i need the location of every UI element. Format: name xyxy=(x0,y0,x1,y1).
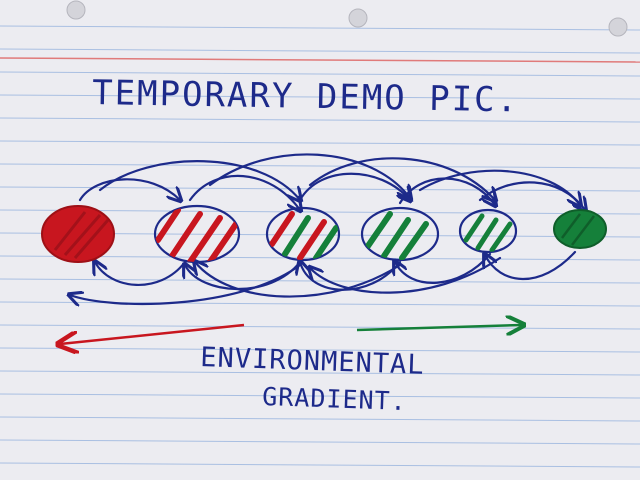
rule-line xyxy=(0,324,640,330)
node-green-hatch-light xyxy=(458,208,518,254)
binder-hole xyxy=(66,0,86,20)
rule-line xyxy=(0,117,640,123)
rule-line xyxy=(0,347,640,353)
rule-line xyxy=(0,163,640,169)
binder-hole xyxy=(348,8,368,28)
binder-hole xyxy=(608,17,628,37)
gradient-arrow-green xyxy=(356,325,522,330)
rule-line xyxy=(0,48,640,54)
node-solid-green xyxy=(553,209,607,249)
rule-line xyxy=(0,370,640,376)
connection-arrows xyxy=(70,153,585,304)
rule-line xyxy=(0,94,640,100)
margin-line xyxy=(0,57,640,63)
rule-line xyxy=(0,416,640,422)
diagram-title: TEMPORARY DEMO PIC. xyxy=(92,73,520,120)
rule-line xyxy=(0,140,640,146)
node-green-hatch xyxy=(360,206,440,262)
rule-line xyxy=(0,186,640,192)
node-solid-red xyxy=(41,205,115,263)
node-red-green-hatch xyxy=(265,206,341,262)
rule-line xyxy=(0,462,640,468)
rule-line xyxy=(0,439,640,445)
gradient-arrow-red xyxy=(60,323,245,344)
rule-line xyxy=(0,393,640,399)
rule-line xyxy=(0,25,640,31)
node-red-hatch xyxy=(153,204,241,264)
gradient-label-line2: GRADIENT. xyxy=(262,382,407,416)
rule-line xyxy=(0,71,640,77)
